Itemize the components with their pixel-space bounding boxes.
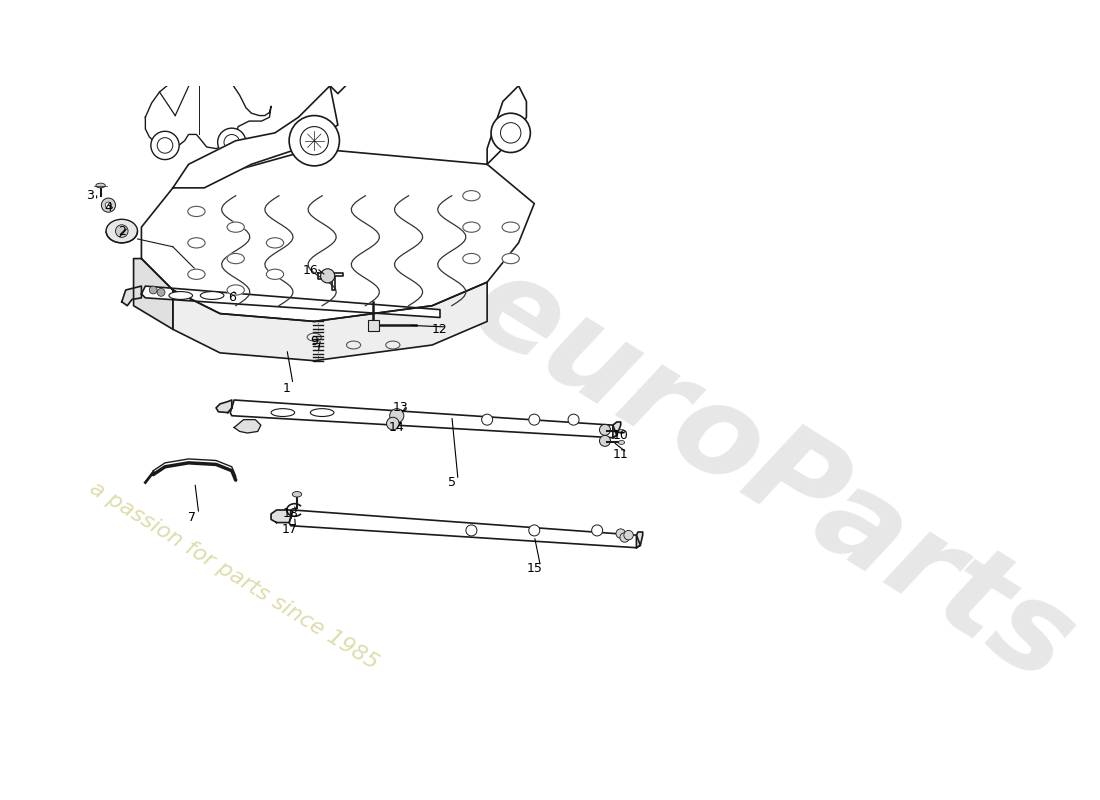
Circle shape: [466, 525, 477, 536]
Circle shape: [101, 198, 116, 212]
Polygon shape: [318, 273, 343, 290]
Ellipse shape: [227, 254, 244, 264]
Text: 17: 17: [282, 523, 297, 536]
Circle shape: [348, 40, 360, 53]
Circle shape: [491, 114, 530, 153]
Ellipse shape: [310, 409, 334, 417]
Text: 12: 12: [432, 322, 448, 336]
Polygon shape: [637, 532, 642, 548]
Text: 5: 5: [448, 476, 455, 489]
Circle shape: [389, 409, 404, 422]
Text: 13: 13: [393, 402, 408, 414]
Circle shape: [320, 269, 334, 283]
Polygon shape: [216, 400, 232, 413]
Circle shape: [106, 202, 111, 208]
Text: 9: 9: [310, 334, 318, 347]
Ellipse shape: [169, 291, 192, 299]
Text: 14: 14: [389, 421, 405, 434]
Circle shape: [620, 533, 629, 542]
Polygon shape: [133, 258, 173, 330]
Circle shape: [624, 530, 634, 540]
Ellipse shape: [463, 222, 480, 232]
Circle shape: [150, 286, 157, 294]
Ellipse shape: [96, 183, 106, 188]
Polygon shape: [122, 286, 142, 306]
Polygon shape: [173, 86, 338, 188]
Polygon shape: [142, 286, 440, 318]
Circle shape: [529, 414, 540, 425]
Text: 1: 1: [283, 382, 290, 394]
Ellipse shape: [200, 291, 224, 299]
Text: 18: 18: [283, 507, 298, 521]
Ellipse shape: [227, 222, 244, 232]
Polygon shape: [613, 422, 620, 438]
Bar: [367, 320, 378, 331]
Text: 4: 4: [104, 201, 112, 214]
Ellipse shape: [188, 269, 205, 279]
Polygon shape: [289, 510, 640, 548]
Polygon shape: [145, 74, 271, 149]
Text: a passion for parts since 1985: a passion for parts since 1985: [87, 478, 383, 674]
Text: 11: 11: [613, 449, 628, 462]
Ellipse shape: [266, 269, 284, 279]
Ellipse shape: [271, 409, 295, 417]
Ellipse shape: [463, 190, 480, 201]
Ellipse shape: [618, 441, 625, 444]
Circle shape: [600, 424, 610, 435]
Text: euroParts: euroParts: [450, 242, 1094, 708]
Circle shape: [289, 115, 340, 166]
Circle shape: [600, 435, 610, 446]
Circle shape: [355, 64, 367, 76]
Polygon shape: [142, 149, 535, 322]
Circle shape: [151, 131, 179, 159]
Text: 2: 2: [118, 225, 125, 238]
Ellipse shape: [463, 254, 480, 264]
Text: 3: 3: [87, 190, 95, 202]
Circle shape: [529, 525, 540, 536]
Circle shape: [616, 529, 626, 538]
Polygon shape: [330, 23, 370, 94]
Polygon shape: [230, 400, 617, 438]
Ellipse shape: [266, 238, 284, 248]
Ellipse shape: [227, 285, 244, 295]
Text: 7: 7: [188, 511, 197, 524]
Circle shape: [568, 414, 579, 425]
Ellipse shape: [188, 238, 205, 248]
Text: 6: 6: [228, 291, 235, 304]
Polygon shape: [271, 510, 290, 522]
Circle shape: [157, 289, 165, 296]
Ellipse shape: [502, 254, 519, 264]
Polygon shape: [173, 282, 487, 361]
Circle shape: [218, 128, 246, 157]
Ellipse shape: [502, 222, 519, 232]
Ellipse shape: [293, 491, 301, 497]
Text: 10: 10: [613, 429, 628, 442]
Ellipse shape: [618, 430, 625, 434]
Circle shape: [482, 414, 493, 425]
Circle shape: [386, 418, 399, 430]
Text: 16: 16: [302, 264, 318, 277]
Circle shape: [116, 225, 128, 238]
Text: 15: 15: [526, 562, 542, 575]
Polygon shape: [234, 420, 261, 433]
Polygon shape: [487, 86, 527, 164]
Ellipse shape: [106, 219, 138, 243]
Circle shape: [592, 525, 603, 536]
Ellipse shape: [188, 206, 205, 217]
